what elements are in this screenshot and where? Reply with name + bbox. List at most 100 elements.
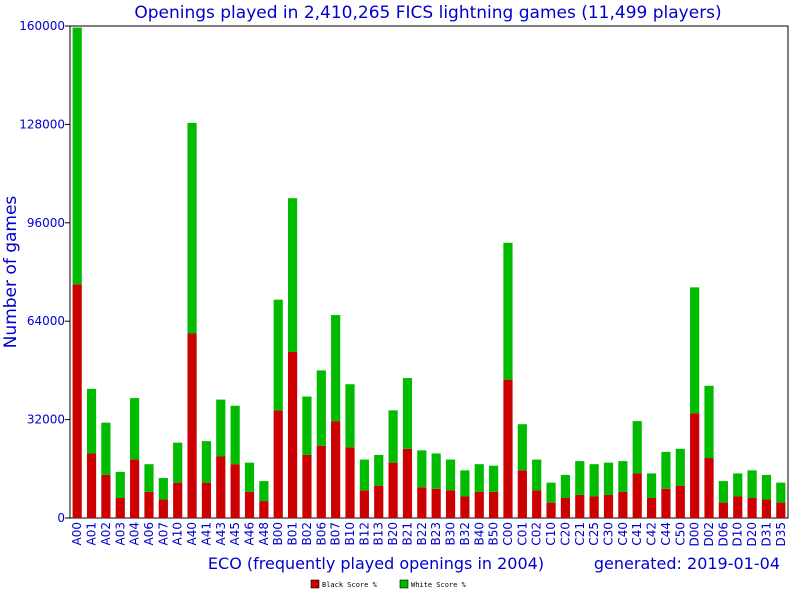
x-tick-label: B20 [386, 522, 400, 546]
bar-a00-white-score [72, 27, 82, 285]
x-tick-label: C42 [645, 522, 659, 546]
x-tick-label: D00 [688, 522, 702, 547]
bar-d00-black-score [690, 413, 700, 518]
y-tick-label: 32000 [27, 413, 65, 427]
bar-a48-black-score [259, 501, 269, 518]
x-tick-label: B07 [329, 522, 343, 546]
bar-b30-black-score [445, 490, 456, 518]
y-tick-label: 64000 [27, 314, 65, 328]
bar-c41-black-score [632, 473, 642, 518]
bar-b12-white-score [359, 459, 369, 491]
bar-a01-black-score [86, 453, 97, 518]
bar-b23-white-score [431, 453, 441, 489]
bar-b32-white-score [460, 470, 470, 497]
x-tick-label: C21 [573, 522, 587, 546]
bar-c30-white-score [603, 462, 614, 495]
x-tick-label: A00 [70, 522, 84, 545]
bar-a04-black-score [130, 459, 140, 518]
bar-b40-black-score [474, 491, 484, 518]
bar-b00-black-score [273, 410, 283, 518]
x-tick-label: A03 [113, 522, 127, 545]
x-tick-label: B01 [286, 522, 300, 546]
bar-c01-white-score [517, 424, 527, 471]
x-tick-label: B00 [271, 522, 285, 546]
bar-d06-white-score [718, 481, 728, 503]
bar-b00-white-score [273, 299, 283, 411]
x-tick-label: C20 [558, 522, 572, 546]
x-tick-label: B32 [458, 522, 472, 546]
bar-b07-white-score [331, 315, 341, 422]
bar-a10-black-score [173, 482, 183, 518]
x-tick-label: A43 [214, 522, 228, 545]
bar-a02-black-score [101, 474, 111, 518]
bar-c50-black-score [675, 485, 685, 518]
bar-b06-white-score [316, 370, 326, 446]
bar-c00-white-score [503, 242, 513, 380]
x-tick-label: A48 [257, 522, 271, 545]
bar-c01-black-score [517, 470, 527, 518]
bar-a43-black-score [216, 456, 226, 518]
bar-d02-black-score [704, 458, 714, 518]
bar-a07-white-score [158, 478, 168, 500]
bar-b40-white-score [474, 464, 484, 492]
x-tick-label: D06 [716, 522, 730, 547]
bar-c25-white-score [589, 464, 599, 497]
x-tick-label: A02 [99, 522, 113, 545]
bar-b10-black-score [345, 447, 355, 518]
x-tick-label: C10 [544, 522, 558, 546]
bar-c44-black-score [661, 488, 671, 518]
bar-b20-black-score [388, 462, 398, 518]
bar-a04-white-score [130, 398, 140, 460]
bar-c02-black-score [532, 490, 542, 518]
bar-c50-white-score [675, 448, 685, 486]
x-tick-label: B50 [487, 522, 501, 546]
bar-d06-black-score [718, 502, 728, 518]
axes-layer: 0 32000 64000 96000 128000 160000 A00 A01 A02 A03… [19, 19, 789, 547]
bar-a06-black-score [144, 491, 154, 518]
x-tick-label: A46 [243, 522, 257, 545]
x-tick-label: A41 [199, 522, 213, 545]
generated-date-label: generated: 2019-01-04 [594, 554, 780, 573]
x-tick-label: C25 [587, 522, 601, 546]
bar-b10-white-score [345, 384, 355, 448]
x-tick-label: C41 [630, 522, 644, 546]
bar-d31-black-score [761, 499, 772, 518]
bar-b01-black-score [287, 351, 298, 518]
bar-b21-white-score [402, 378, 413, 449]
bar-c10-black-score [546, 502, 556, 518]
bar-a06-white-score [144, 464, 154, 492]
x-tick-label: A07 [156, 522, 170, 545]
bar-c20-black-score [560, 498, 571, 518]
bars-layer [72, 27, 786, 518]
bar-a40-black-score [187, 333, 197, 518]
x-tick-label: B02 [300, 522, 314, 546]
x-tick-label: A01 [85, 522, 99, 545]
x-tick-label: C50 [673, 522, 687, 546]
x-tick-label: A10 [171, 522, 185, 545]
bar-a03-black-score [115, 498, 125, 518]
y-tick-label: 96000 [27, 216, 65, 230]
x-tick-label: D20 [745, 522, 759, 547]
bar-a46-black-score [244, 491, 255, 518]
legend: Black Score % White Score % [310, 579, 467, 589]
bar-d10-white-score [733, 473, 743, 497]
bar-c41-white-score [632, 421, 642, 474]
x-tick-label: B22 [415, 522, 429, 546]
bar-a07-black-score [158, 499, 168, 518]
x-tick-label: C01 [515, 522, 529, 546]
bar-c30-black-score [603, 494, 614, 518]
bar-a10-white-score [173, 442, 183, 483]
bar-d20-black-score [747, 498, 757, 518]
bar-b07-black-score [331, 421, 341, 518]
legend-label-white-score: White Score % [411, 581, 467, 589]
bar-d10-black-score [733, 496, 743, 518]
bar-a46-white-score [244, 462, 255, 492]
bar-c20-white-score [560, 474, 571, 499]
x-tick-label: B21 [400, 522, 414, 546]
x-tick-label: B30 [444, 522, 458, 546]
x-tick-label: D02 [702, 522, 716, 547]
x-tick-label: B13 [372, 522, 386, 546]
bar-a45-black-score [230, 464, 240, 518]
bar-a01-white-score [86, 388, 97, 454]
